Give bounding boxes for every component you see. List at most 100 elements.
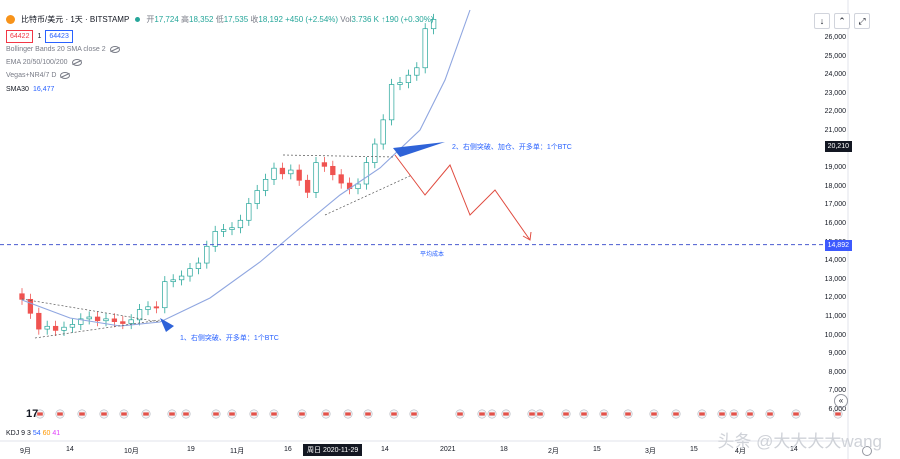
event-flag-icon: [391, 412, 397, 416]
hidden-eye-icon[interactable]: [60, 72, 71, 79]
hidden-eye-icon[interactable]: [71, 59, 82, 66]
candle-body: [187, 268, 193, 277]
bitcoin-icon: [6, 15, 15, 24]
candle-body: [204, 245, 210, 264]
kdj-legend[interactable]: KDJ 9 3 54 60 41: [6, 430, 61, 437]
y-tick-label: 13,000: [824, 275, 846, 283]
indicator-vegas[interactable]: Vegas+NR4/7 D: [6, 72, 71, 79]
candle-body: [262, 179, 269, 191]
x-tick-label: 3月: [645, 448, 656, 455]
candle-body: [288, 169, 294, 175]
event-flag-icon: [143, 412, 149, 416]
y-tick-label: 18,000: [824, 182, 846, 190]
event-flag-icon: [271, 412, 277, 416]
event-flag-icon: [793, 412, 799, 416]
x-tick-label: 14: [381, 446, 389, 453]
candle-body: [330, 165, 336, 176]
trendline-upper: [21, 298, 161, 323]
candle-body: [52, 325, 59, 331]
y-tick-label: 7,000: [828, 387, 846, 395]
candle-body: [86, 316, 92, 320]
spread-value: 1: [37, 33, 42, 40]
collapse-button[interactable]: ⌃: [834, 13, 850, 29]
event-flag-icon: [489, 412, 495, 416]
event-flag-icon: [835, 412, 841, 416]
x-tick-label: 15: [690, 446, 698, 453]
event-flag-icon: [183, 412, 189, 416]
candle-body: [94, 316, 101, 322]
y-tick-label: 26,000: [824, 34, 846, 41]
candle-body: [405, 74, 412, 83]
x-tick-label: 19: [187, 446, 195, 453]
settings-gear-icon[interactable]: [862, 446, 872, 456]
forecast-path: [394, 154, 531, 241]
avg-cost-label: 平均成本: [420, 252, 445, 258]
indicator-sma30[interactable]: SMA30 16,477: [6, 86, 55, 93]
arrow-down-button[interactable]: ↓: [814, 13, 830, 29]
ohlc-readout: 开17,724 高18,352 低17,535 收18,192 +450 (+2…: [146, 15, 434, 24]
x-tick-label: 15: [593, 446, 601, 453]
indicator-ema[interactable]: EMA 20/50/100/200: [6, 59, 82, 66]
y-tick-label: 9,000: [828, 350, 846, 358]
candle-body: [19, 293, 25, 300]
event-flag-icon: [345, 412, 351, 416]
y-tick-label: 10,000: [824, 331, 846, 339]
candle-body: [136, 309, 143, 321]
y-tick-label: 21,000: [824, 127, 846, 134]
event-flag-icon: [479, 412, 485, 416]
candle-body: [69, 324, 76, 328]
symbol-title[interactable]: 比特币/美元 · 1天 · BITSTAMP: [21, 15, 130, 24]
candle-body: [355, 183, 361, 190]
candle-body: [279, 167, 286, 175]
candle-body: [380, 119, 386, 145]
fullscreen-button[interactable]: ⤢: [854, 13, 870, 29]
avg-cost-price-tag: 14,892: [824, 240, 852, 251]
status-dot-icon: [135, 17, 141, 22]
ask-price[interactable]: 64423: [45, 30, 73, 43]
indicator-bollinger[interactable]: Bollinger Bands 20 SMA close 2: [6, 46, 120, 53]
y-tick-label: 12,000: [824, 294, 846, 302]
x-tick-label: 4月: [735, 448, 746, 455]
event-flag-icon: [365, 412, 371, 416]
x-tick-label: 2月: [548, 448, 559, 455]
entry-arrow-first: [160, 318, 174, 332]
bid-price[interactable]: 64422: [6, 30, 34, 43]
candle-body: [120, 321, 126, 324]
candle-body: [313, 162, 319, 193]
event-flag-icon: [213, 412, 219, 416]
candle-body: [246, 203, 252, 221]
x-tick-label: 16: [284, 446, 292, 453]
candle-body: [111, 318, 118, 322]
candle-body: [363, 162, 370, 185]
event-flag-icon: [719, 412, 725, 416]
y-tick-label: 17,000: [824, 201, 846, 209]
candle-body: [304, 179, 311, 193]
candle-body: [414, 67, 420, 76]
candle-body: [372, 143, 378, 163]
candle-body: [212, 231, 218, 247]
x-tick-label: 9月: [20, 448, 31, 455]
y-tick-label: 6,000: [828, 406, 846, 413]
candle-body: [153, 306, 160, 309]
y-tick-label: 11,000: [825, 313, 846, 320]
x-tick-label: 10月: [124, 448, 139, 455]
candle-body: [145, 306, 151, 310]
x-tick-label: 18: [500, 446, 508, 453]
scroll-to-end-button[interactable]: «: [834, 394, 848, 408]
event-flag-icon: [37, 412, 43, 416]
candle-body: [78, 318, 84, 325]
hidden-eye-icon[interactable]: [109, 46, 120, 53]
event-flag-icon: [503, 412, 509, 416]
event-flag-icon: [57, 412, 63, 416]
candle-body: [178, 275, 185, 281]
x-tick-label: 11月: [230, 448, 245, 455]
candle-body: [237, 219, 244, 229]
candle-body: [36, 312, 42, 330]
annotation-second-entry: 2、右侧突破、加仓、开多单：1个BTC: [452, 144, 572, 151]
candle-body: [296, 169, 302, 181]
resistance-line: [282, 154, 396, 158]
bid-ask-row: 64422 1 64423: [6, 30, 73, 43]
y-tick-label: 23,000: [824, 89, 846, 97]
event-flag-icon: [79, 412, 85, 416]
